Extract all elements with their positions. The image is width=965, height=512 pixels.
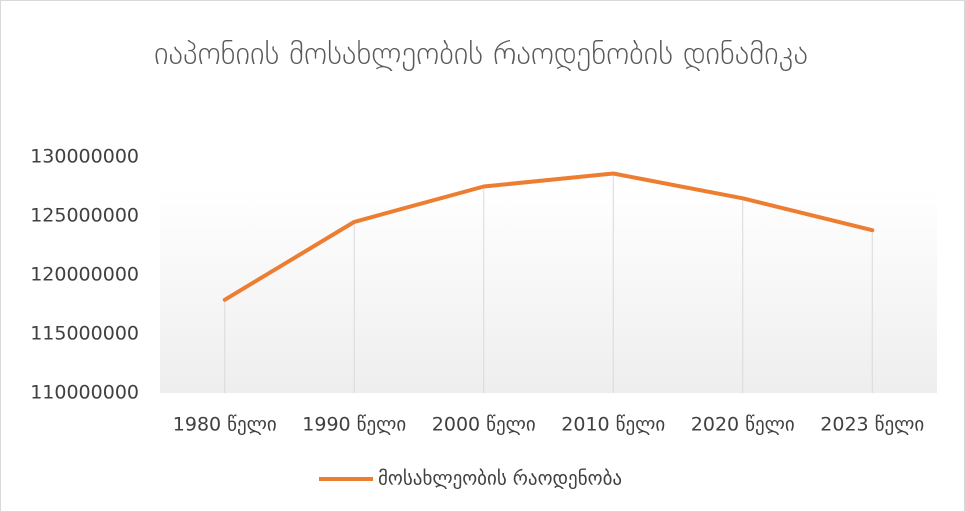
legend-label: მოსახლეობის რაოდენობა: [378, 468, 622, 490]
x-tick-label: 2010 წელი: [561, 414, 665, 436]
y-tick-label: 120000000: [30, 264, 139, 286]
x-tick-label: 1980 წელი: [173, 414, 277, 436]
y-tick-label: 110000000: [30, 382, 139, 404]
y-tick-label: 130000000: [30, 146, 139, 168]
x-tick-label: 1990 წელი: [302, 414, 406, 436]
x-tick-label: 2023 წელი: [820, 414, 924, 436]
chart-title: იაპონიის მოსახლეობის რაოდენობის დინამიკა: [154, 36, 808, 72]
x-tick-label: 2020 წელი: [691, 414, 795, 436]
y-tick-label: 125000000: [30, 205, 139, 227]
x-tick-label: 2000 წელი: [432, 414, 536, 436]
y-tick-label: 115000000: [30, 323, 139, 345]
plot-background: [160, 186, 937, 393]
data-line: [222, 171, 875, 302]
